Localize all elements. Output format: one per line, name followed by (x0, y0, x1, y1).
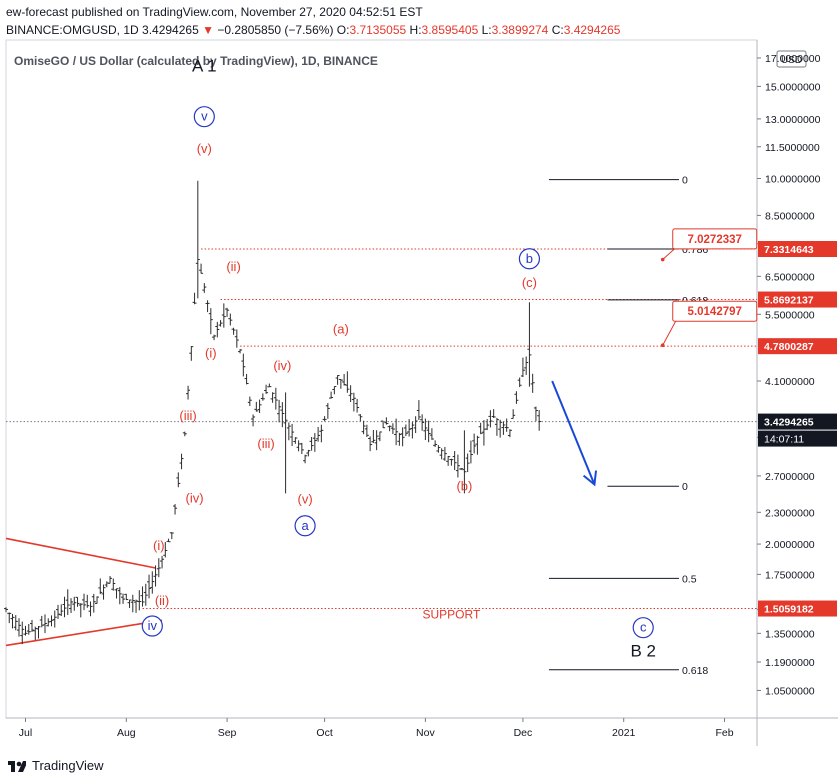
callout-anchor (660, 257, 665, 262)
wave-label: a (301, 518, 309, 533)
callout-box (672, 228, 758, 250)
fib-level-label: 0 (682, 175, 688, 187)
y-tick-label: 11.5000000 (765, 142, 820, 154)
wave-circle (193, 106, 215, 128)
change-arrow-icon: ▼ (202, 23, 214, 37)
tradingview-logo[interactable]: TradingView (8, 758, 104, 773)
price-level-tag-label: 5.8692137 (764, 295, 814, 307)
x-tick-label: 2021 (612, 727, 636, 739)
callout-label: 5.0142797 (688, 306, 742, 318)
tradingview-logo-text: TradingView (32, 758, 104, 773)
price-level-tag (758, 291, 837, 308)
symbol-label: BINANCE:OMGUSD, 1D (6, 23, 139, 37)
price-level-tag (758, 338, 837, 355)
fib-level-label: 0.5 (682, 573, 697, 585)
callout-label: 7.0272337 (688, 234, 742, 246)
tradingview-logo-icon (8, 760, 26, 772)
y-tick-label: 15.0000000 (765, 81, 821, 93)
x-tick-label: Aug (117, 727, 136, 739)
wave-label: (i) (205, 345, 217, 360)
y-tick-label: 1.0500000 (765, 685, 815, 697)
callout-connector (662, 318, 678, 346)
x-tick-label: Feb (715, 727, 733, 739)
x-tick-label: Dec (514, 727, 533, 739)
y-tick-label: 5.5000000 (765, 309, 815, 321)
y-tick-label: 2.7000000 (765, 471, 815, 483)
forecast-arrow-shaft (551, 380, 596, 485)
fib-level-label: 0.618 (682, 665, 708, 677)
wave-circle (632, 617, 654, 639)
y-tick-label: 1.7500000 (765, 569, 815, 581)
currency-label: USD (781, 55, 802, 66)
price-level-tag-label: 1.5059182 (764, 604, 814, 616)
wave-label: (i) (153, 538, 165, 553)
triangle-trendline (5, 619, 163, 647)
y-tick-label: 17.0000000 (765, 53, 821, 65)
wave-circle (141, 615, 163, 637)
current-price-tag (758, 413, 837, 430)
chart-title: OmiseGO / US Dollar (calculated by Tradi… (14, 54, 378, 68)
y-tick-label: 2.3000000 (765, 507, 815, 519)
open-value: 3.7135055 (349, 23, 407, 37)
x-tick-label: Nov (416, 727, 435, 739)
open-label: O: (336, 23, 350, 37)
y-tick-label: 1.1900000 (765, 657, 815, 669)
countdown-tag (758, 430, 837, 447)
wave-label: (a) (333, 322, 349, 337)
countdown-label: 14:07:11 (764, 434, 804, 446)
wave-label: iv (148, 618, 158, 633)
wave-label: B 2 (630, 641, 656, 660)
wave-label: b (526, 251, 533, 266)
current-price-label: 3.4294265 (764, 417, 814, 429)
y-tick-label: 2.0000000 (765, 539, 815, 551)
wave-label: (b) (456, 479, 472, 494)
plot-area (5, 39, 758, 719)
high-value: 3.8595405 (421, 23, 479, 37)
publisher-line: ew-forecast published on TradingView.com… (6, 5, 423, 19)
callout-anchor (660, 343, 665, 348)
y-tick-label: 8.5000000 (765, 210, 815, 222)
wave-label: (iv) (186, 491, 204, 506)
x-tick-label: Sep (218, 727, 237, 739)
wave-label: (c) (522, 275, 537, 290)
x-tick-label: Jul (19, 727, 32, 739)
y-tick-label: 4.1000000 (765, 376, 815, 388)
callout-box (672, 300, 758, 322)
price-level-tag (758, 241, 837, 258)
y-tick-label: 1.3500000 (765, 628, 815, 640)
wave-label: (v) (298, 492, 313, 507)
y-tick-label: 13.0000000 (765, 114, 821, 126)
wave-label: (iii) (257, 436, 274, 451)
y-tick-label: 6.5000000 (765, 271, 815, 283)
high-label: H: (409, 23, 422, 37)
wave-label: v (201, 109, 208, 124)
wave-label: (iii) (179, 408, 196, 423)
y-tick-label: 10.0000000 (765, 174, 821, 186)
wave-label: SUPPORT (422, 608, 480, 622)
price-level-tag-label: 4.7800287 (764, 341, 814, 353)
close-label: C: (551, 23, 564, 37)
wave-label: c (640, 620, 647, 635)
ohlc-line: BINANCE:OMGUSD, 1D 3.4294265 ▼ −0.280585… (6, 23, 620, 37)
wave-label: A 1 (192, 57, 217, 76)
forecast-arrow-head (582, 470, 598, 487)
wave-circle (518, 248, 541, 270)
price-level-tag (758, 600, 837, 617)
last-price: 3.4294265 (142, 23, 199, 37)
wave-label: (iv) (273, 358, 291, 373)
fib-level-label: 0 (682, 481, 688, 493)
change-value: −0.2805850 (−7.56%) (217, 23, 334, 37)
close-value: 3.4294265 (563, 23, 621, 37)
wave-label: (v) (197, 141, 212, 156)
wave-label: (ii) (155, 593, 169, 608)
wave-label: (ii) (226, 259, 240, 274)
wave-circle (294, 515, 316, 537)
x-tick-label: Oct (316, 727, 332, 739)
currency-box (776, 50, 807, 68)
low-label: L: (481, 23, 492, 37)
price-level-tag-label: 7.3314643 (764, 244, 814, 256)
low-value: 3.3899274 (491, 23, 549, 37)
triangle-trendline (5, 537, 156, 569)
